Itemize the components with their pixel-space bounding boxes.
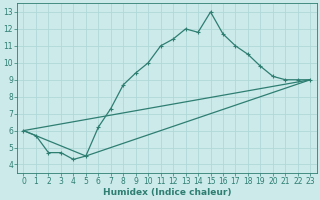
X-axis label: Humidex (Indice chaleur): Humidex (Indice chaleur)	[103, 188, 231, 197]
